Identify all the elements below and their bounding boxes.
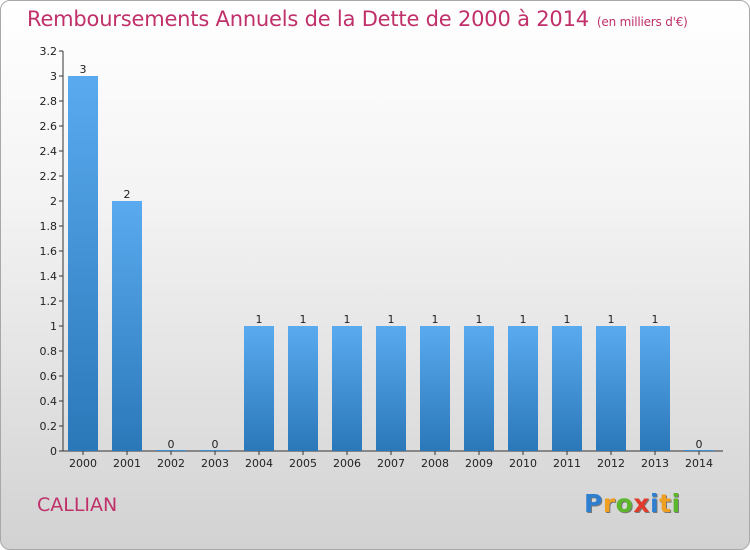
y-tick-label: 2.4 xyxy=(40,145,58,158)
y-tick-label: 3 xyxy=(50,70,57,83)
chart-bars: 3 2 0 0 1 1 1 1 1 1 1 1 1 1 0 xyxy=(68,63,714,451)
x-tick-label-2012: 2012 xyxy=(597,457,625,470)
data-label-2008: 1 xyxy=(432,313,439,326)
y-tick-label: 2 xyxy=(50,195,57,208)
x-tick-label-2000: 2000 xyxy=(69,457,97,470)
data-label-2012: 1 xyxy=(608,313,615,326)
data-label-2007: 1 xyxy=(388,313,395,326)
y-tick-label: 2.2 xyxy=(40,170,58,183)
data-label-2001: 2 xyxy=(124,188,131,201)
bar-2010 xyxy=(508,326,538,451)
x-tick-label-2010: 2010 xyxy=(509,457,537,470)
chart-title: Remboursements Annuels de la Dette de 20… xyxy=(27,7,688,31)
data-label-2003: 0 xyxy=(212,438,219,451)
y-tick-label: 1.4 xyxy=(40,270,58,283)
data-label-2000: 3 xyxy=(80,63,87,76)
commune-name: CALLIAN xyxy=(37,494,118,516)
y-tick-label: 0 xyxy=(50,445,57,458)
data-label-2014: 0 xyxy=(696,438,703,451)
x-tick-label-2004: 2004 xyxy=(245,457,273,470)
data-label-2004: 1 xyxy=(256,313,263,326)
x-tick-label-2008: 2008 xyxy=(421,457,449,470)
data-label-2002: 0 xyxy=(168,438,175,451)
bar-2013 xyxy=(640,326,670,451)
y-tick-label: 1.8 xyxy=(40,220,58,233)
bar-2003 xyxy=(200,450,230,451)
x-tick-label-2007: 2007 xyxy=(377,457,405,470)
x-tick-label-2009: 2009 xyxy=(465,457,493,470)
x-tick-label-2011: 2011 xyxy=(553,457,581,470)
bar-2001 xyxy=(112,201,142,451)
chart-unit-note: (en milliers d'€) xyxy=(596,15,688,29)
logo-letter: i xyxy=(671,489,681,518)
y-tick-label: 0.4 xyxy=(40,395,58,408)
data-label-2011: 1 xyxy=(564,313,571,326)
y-tick-label: 0.2 xyxy=(40,420,58,433)
data-label-2005: 1 xyxy=(300,313,307,326)
bar-2006 xyxy=(332,326,362,451)
data-label-2006: 1 xyxy=(344,313,351,326)
chart-axes: 0 0.2 0.4 0.6 0.8 1 1.2 1.4 1.6 1.8 2 2.2 2.4 2.6 2.8 3… xyxy=(40,45,723,470)
y-tick-label: 0.6 xyxy=(40,370,58,383)
y-tick-label: 1.2 xyxy=(40,295,58,308)
logo-letter: t xyxy=(659,489,672,518)
bar-2004 xyxy=(244,326,274,451)
logo-letter: r xyxy=(602,489,616,518)
x-tick-label-2002: 2002 xyxy=(157,457,185,470)
x-tick-label-2001: 2001 xyxy=(113,457,141,470)
data-label-2010: 1 xyxy=(520,313,527,326)
proxiti-logo: Proxiti xyxy=(584,489,681,518)
bar-2008 xyxy=(420,326,450,451)
logo-letter: o xyxy=(615,489,634,518)
bar-2014 xyxy=(684,450,714,451)
data-label-2013: 1 xyxy=(652,313,659,326)
x-tick-label-2005: 2005 xyxy=(289,457,317,470)
y-tick-label: 0.8 xyxy=(40,345,58,358)
data-label-2009: 1 xyxy=(476,313,483,326)
bar-2002 xyxy=(156,450,186,451)
logo-letter: P xyxy=(584,489,603,518)
bar-2007 xyxy=(376,326,406,451)
bar-2012 xyxy=(596,326,626,451)
y-tick-label: 3.2 xyxy=(40,45,58,58)
x-tick-label-2013: 2013 xyxy=(641,457,669,470)
y-tick-label: 1 xyxy=(50,320,57,333)
chart-title-text: Remboursements Annuels de la Dette de 20… xyxy=(27,7,589,31)
bar-2011 xyxy=(552,326,582,451)
y-tick-label: 1.6 xyxy=(40,245,58,258)
x-tick-label-2014: 2014 xyxy=(685,457,713,470)
x-tick-label-2003: 2003 xyxy=(201,457,229,470)
x-tick-label-2006: 2006 xyxy=(333,457,361,470)
bar-2000 xyxy=(68,76,98,451)
y-tick-label: 2.8 xyxy=(40,95,58,108)
logo-letter: x xyxy=(633,489,650,518)
bar-2005 xyxy=(288,326,318,451)
bar-2009 xyxy=(464,326,494,451)
logo-letter: i xyxy=(650,489,660,518)
y-tick-label: 2.6 xyxy=(40,120,58,133)
